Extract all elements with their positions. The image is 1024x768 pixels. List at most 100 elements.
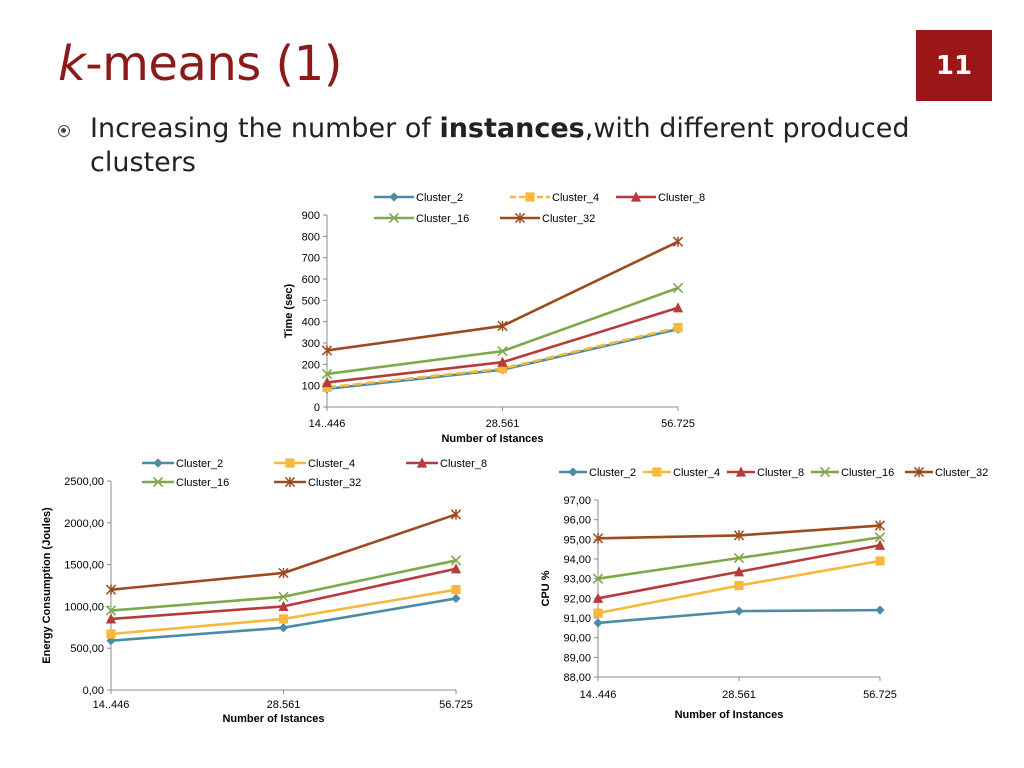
energy-legend-cluster-8-marker (416, 457, 428, 468)
energy-y-tick-label: 1000,00 (64, 601, 104, 613)
cpu-legend-label: Cluster_16 (841, 467, 894, 479)
energy-data-point (105, 605, 117, 616)
cpu-legend-cluster-16-marker (819, 466, 831, 478)
energy-chart: 0,00 500,00 1000,00 1500,00 2000,00 2500,00 14… (41, 457, 487, 725)
cpu-data-point (874, 539, 886, 550)
cpu-data-point (734, 580, 744, 591)
cpu-data-point (733, 552, 745, 564)
time-legend-label: Cluster_2 (416, 192, 463, 204)
energy-data-point (450, 509, 462, 520)
bullet-text-bold: instances (439, 113, 585, 144)
energy-legend-label: Cluster_4 (308, 458, 355, 470)
cpu-data-point (733, 530, 745, 541)
cpu-y-tick-label: 94,00 (563, 554, 591, 566)
cpu-data-point (734, 606, 744, 616)
cpu-legend-cluster-2-marker (568, 467, 578, 477)
cpu-data-point (592, 573, 604, 584)
energy-legend-label: Cluster_16 (176, 477, 229, 489)
cpu-y-tick-label: 93,00 (563, 574, 591, 586)
slide-title: k-means (1) (58, 36, 342, 92)
bullet-text: Increasing the number of instances,with … (90, 112, 928, 180)
time-data-point (497, 345, 508, 357)
cpu-y-tick-label: 89,00 (563, 652, 591, 664)
time-data-point (497, 320, 508, 332)
energy-data-point (105, 613, 117, 624)
energy-y-tick-label: 2500,00 (64, 476, 104, 488)
time-data-point (321, 368, 333, 380)
cpu-data-point (875, 556, 885, 566)
time-data-point (497, 356, 508, 367)
cpu-y-tick-label: 91,00 (563, 613, 591, 625)
energy-legend-label: Cluster_8 (440, 458, 487, 470)
time-legend-cluster-4-marker (525, 192, 535, 202)
energy-y-tick-label: 500,00 (70, 643, 104, 655)
time-y-tick-label: 100 (302, 381, 320, 393)
time-data-point (673, 323, 683, 333)
energy-y-tick-label: 1500,00 (64, 560, 104, 572)
cpu-y-tick-label: 90,00 (563, 633, 591, 645)
cpu-x-axis-label: Number of Instances (675, 709, 784, 721)
bullet-text-post: ,with different produced clusters (90, 113, 910, 178)
energy-data-point (106, 629, 116, 639)
cpu-y-tick-label: 96,00 (563, 515, 591, 527)
time-legend-cluster-32-marker (514, 212, 526, 224)
cpu-data-point (733, 566, 745, 577)
cpu-legend-cluster-4-marker (652, 467, 662, 477)
cpu-y-tick-label: 88,00 (563, 672, 591, 684)
cpu-data-point (874, 532, 886, 543)
energy-x-axis-label: Number of Istances (222, 713, 324, 725)
time-y-tick-label: 300 (302, 338, 320, 350)
time-series-line-cluster-32 (326, 240, 679, 352)
energy-data-point (451, 585, 461, 595)
time-data-point (497, 364, 508, 374)
time-legend-cluster-2-marker (389, 192, 399, 202)
energy-series-line-cluster-32 (110, 513, 457, 591)
time-legend-label: Cluster_32 (542, 213, 595, 225)
cpu-data-point (593, 608, 603, 618)
time-legend-cluster-8-marker (630, 191, 642, 202)
time-x-tick-label: 14..446 (309, 418, 346, 430)
slide-title-rest: -means (1) (85, 36, 342, 92)
cpu-data-point (875, 605, 885, 615)
time-x-tick-label: 28.561 (486, 418, 520, 430)
time-y-tick-label: 0 (314, 402, 320, 414)
energy-data-point (451, 593, 461, 604)
energy-legend-label: Cluster_2 (176, 458, 223, 470)
time-y-tick-label: 900 (302, 210, 320, 222)
slide-title-k: k (58, 36, 86, 92)
energy-data-point (105, 584, 117, 595)
energy-legend-label: Cluster_32 (308, 477, 361, 489)
cpu-y-axis-label: CPU % (540, 570, 552, 606)
cpu-x-tick-label: 14..446 (580, 689, 617, 701)
cpu-chart: 88,00 89,00 90,00 91,00 92,00 93,00 94,00 95,00… (540, 466, 988, 721)
time-legend-cluster-16-marker (388, 212, 400, 224)
energy-data-point (278, 567, 289, 579)
energy-legend-cluster-16-marker (152, 476, 164, 488)
cpu-data-point (592, 533, 604, 544)
time-data-point (321, 376, 333, 388)
time-data-point (672, 282, 684, 294)
cpu-legend-cluster-8-marker (735, 466, 747, 477)
time-x-tick-label: 56.725 (661, 418, 695, 430)
time-y-axis-label: Time (sec) (283, 284, 295, 339)
energy-legend-cluster-32-marker (284, 476, 296, 488)
energy-y-axis-label: Energy Consumption (Joules) (41, 507, 53, 664)
energy-legend-cluster-4-marker (285, 458, 295, 468)
energy-y-tick-label: 0,00 (83, 685, 104, 697)
page-number-badge: 11 (916, 30, 992, 101)
time-y-tick-label: 400 (302, 317, 320, 329)
bullet-point: Increasing the number of instances,with … (58, 112, 928, 180)
cpu-legend-cluster-32-marker (913, 466, 925, 478)
cpu-legend-label: Cluster_32 (935, 467, 988, 479)
cpu-data-point (592, 592, 604, 603)
energy-data-point (450, 563, 462, 574)
cpu-x-tick-label: 56.725 (863, 689, 897, 701)
energy-legend-cluster-2-marker (153, 458, 163, 468)
time-legend-label: Cluster_4 (552, 192, 599, 204)
cpu-y-tick-label: 92,00 (563, 593, 591, 605)
cpu-y-tick-label: 97,00 (563, 495, 591, 507)
energy-x-tick-label: 56.725 (439, 699, 473, 711)
cpu-legend-label: Cluster_8 (757, 467, 804, 479)
cpu-data-point (593, 618, 603, 628)
energy-data-point (278, 600, 289, 611)
